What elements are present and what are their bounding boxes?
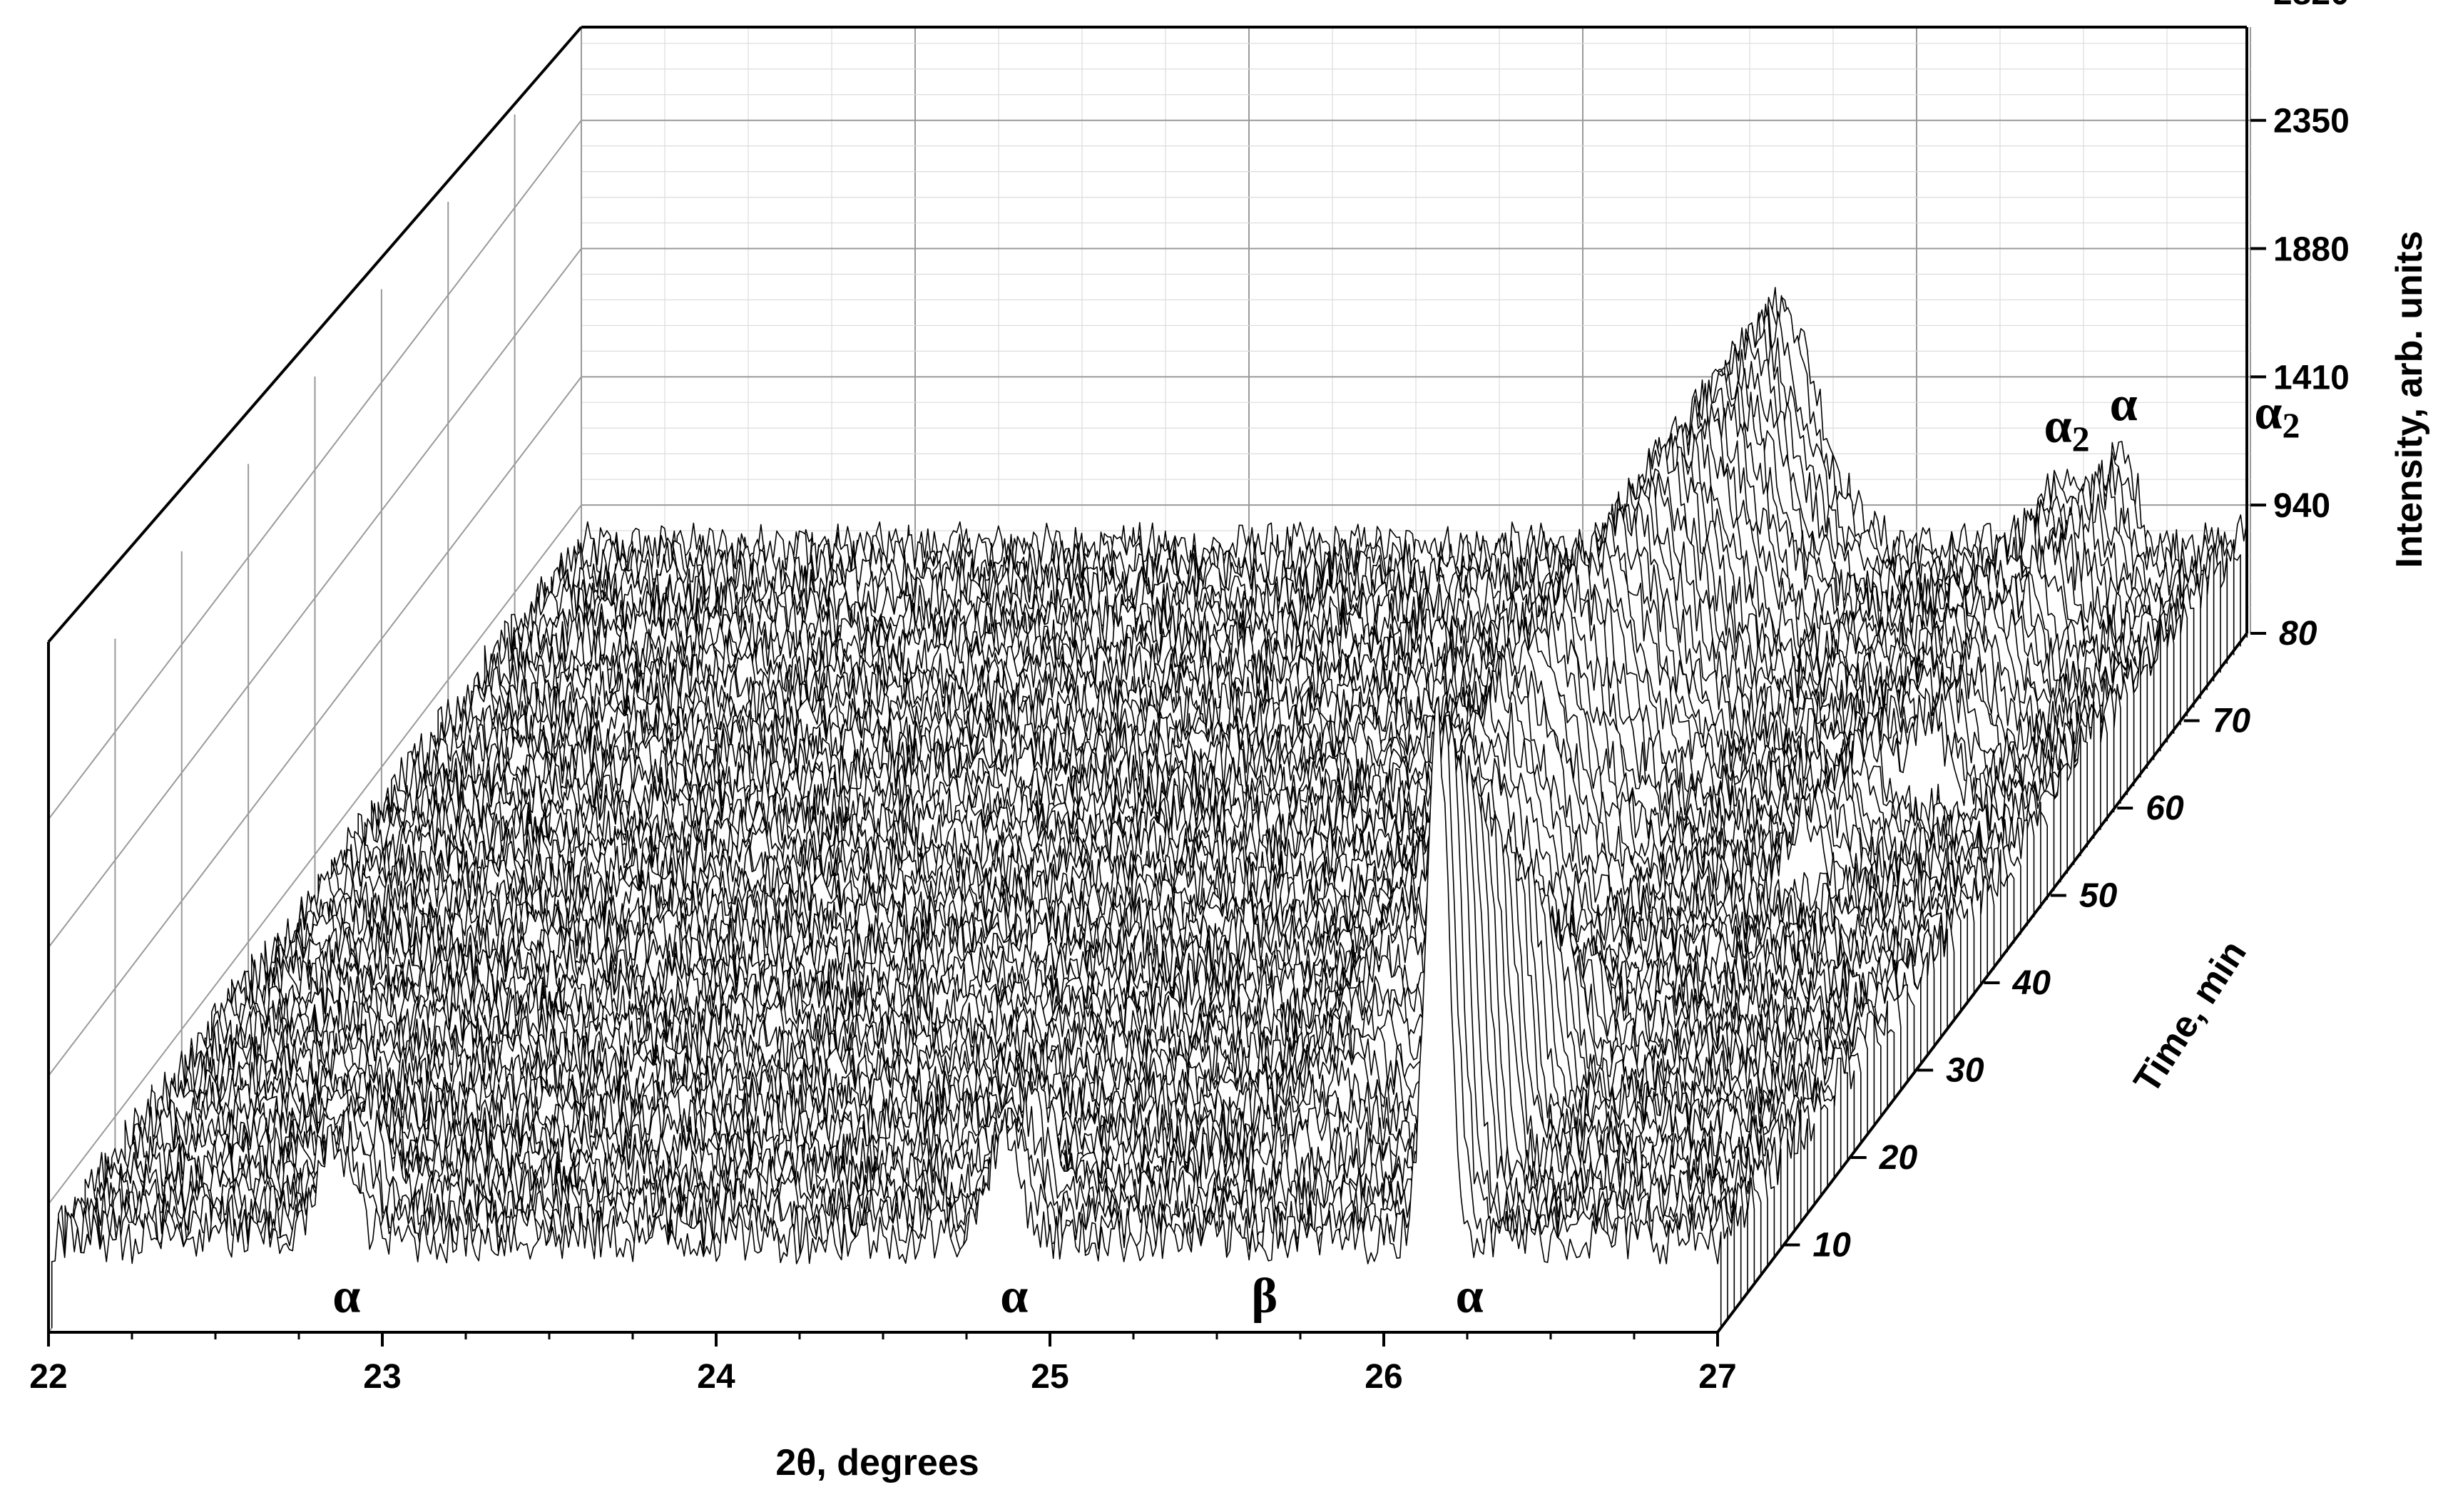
frame-edge	[1716, 632, 2248, 1334]
x-tick-label: 24	[697, 1358, 735, 1396]
x-tick-label: 26	[1365, 1358, 1402, 1396]
trace-line	[51, 696, 1722, 1328]
z-tick-label: 940	[2273, 487, 2330, 525]
peak-label-subscript: 2	[2282, 405, 2300, 445]
time-tick-label: 40	[2012, 964, 2051, 1002]
side-grid-hline	[48, 120, 582, 820]
z-tick-label: 2820	[2273, 0, 2350, 12]
time-tick-label: 20	[1879, 1139, 1918, 1177]
peak-label-subscript: 2	[2072, 419, 2090, 459]
time-tick-label: 50	[2079, 877, 2118, 915]
peak-label: α	[2110, 377, 2138, 432]
frame-edge	[47, 26, 583, 643]
time-tick-label: 30	[1946, 1052, 1984, 1090]
x-tick-label: 22	[29, 1358, 67, 1396]
trace-line	[138, 857, 1808, 1215]
x-tick-label: 27	[1698, 1358, 1736, 1396]
peak-label: α2	[2044, 399, 2090, 459]
peak-label: α	[1456, 1269, 1484, 1324]
z-tick-label: 2350	[2273, 103, 2350, 141]
side-grid-hline	[48, 376, 582, 1076]
peak-label: α	[1000, 1269, 1028, 1324]
side-grid-hline	[48, 247, 582, 949]
time-axis-title: Time, min	[2126, 934, 2255, 1100]
z-axis-title: Intensity, arb. units	[2389, 231, 2430, 568]
z-tick-label: 1410	[2273, 359, 2350, 397]
time-tick-label: 10	[1812, 1227, 1851, 1265]
peak-label: α	[332, 1269, 360, 1324]
x-axis-title: 2θ, degrees	[775, 1442, 979, 1483]
trace-line	[131, 877, 1802, 1223]
time-tick-label: 70	[2213, 703, 2251, 740]
time-tick-label: 80	[2279, 615, 2317, 653]
x-tick-label: 23	[363, 1358, 401, 1396]
x-tick-label: 25	[1031, 1358, 1069, 1396]
axis-ticks: 22 23 24 25 26 271020304050607080940141018802…	[29, 0, 2349, 1396]
side-grid-hline	[48, 504, 582, 1205]
z-tick-label: 1880	[2273, 231, 2350, 269]
time-tick-label: 60	[2146, 790, 2184, 827]
peak-label: β	[1251, 1269, 1277, 1324]
waterfall-traces	[51, 287, 2248, 1328]
